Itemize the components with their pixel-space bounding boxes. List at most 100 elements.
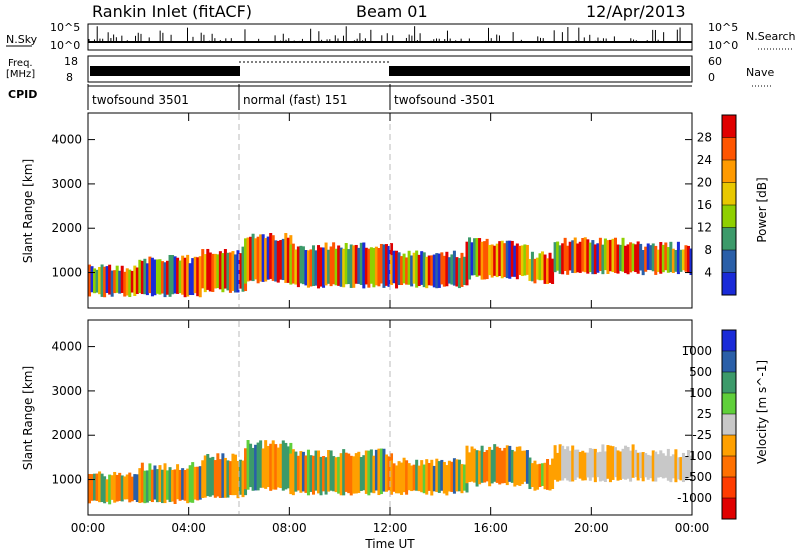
range-time-cell bbox=[339, 453, 343, 496]
range-time-cell bbox=[473, 238, 477, 276]
range-time-cell bbox=[425, 256, 429, 289]
range-time-cell bbox=[188, 263, 192, 295]
range-time-cell bbox=[294, 249, 298, 285]
range-time-cell bbox=[171, 469, 175, 502]
range-time-cell bbox=[317, 450, 321, 494]
range-time-cell bbox=[432, 465, 436, 492]
range-time-cell bbox=[299, 245, 303, 284]
freq-gap bbox=[240, 66, 389, 76]
range-time-cell bbox=[128, 472, 132, 503]
range-time-cell bbox=[503, 447, 507, 484]
range-time-cell bbox=[276, 240, 280, 283]
colorbar-swatch bbox=[722, 351, 736, 373]
range-time-cell bbox=[593, 448, 597, 483]
range-time-cell bbox=[513, 451, 517, 487]
range-time-cell bbox=[181, 255, 185, 295]
colorbar-swatch bbox=[722, 414, 736, 436]
range-time-cell bbox=[218, 459, 222, 498]
range-time-cell bbox=[105, 479, 109, 502]
range-time-cell bbox=[546, 258, 550, 284]
x-tick-label: 12:00 bbox=[373, 521, 408, 535]
range-time-cell bbox=[327, 249, 331, 284]
range-time-cell bbox=[465, 445, 469, 484]
range-time-cell bbox=[191, 258, 195, 296]
range-time-cell bbox=[319, 247, 323, 287]
range-time-cell bbox=[294, 451, 298, 492]
colorbar-tick-label: 16 bbox=[697, 198, 712, 212]
cpid-segment-label: twofsound -3501 bbox=[394, 93, 495, 107]
range-time-cell bbox=[241, 246, 245, 292]
nave-label: Nave bbox=[746, 66, 774, 79]
range-time-cell bbox=[508, 240, 512, 279]
range-time-cell bbox=[561, 243, 565, 275]
range-time-cell bbox=[364, 450, 368, 494]
velocity-ylabel: Slant Range [km] bbox=[21, 366, 35, 470]
range-time-cell bbox=[407, 250, 411, 285]
range-time-cell bbox=[666, 448, 670, 481]
range-time-cell bbox=[395, 465, 399, 494]
range-time-cell bbox=[684, 245, 688, 272]
range-time-cell bbox=[402, 253, 406, 284]
range-time-cell bbox=[626, 244, 630, 275]
range-time-cell bbox=[674, 449, 678, 483]
range-time-cell bbox=[530, 463, 534, 488]
range-time-cell bbox=[664, 455, 668, 478]
range-time-cell bbox=[621, 237, 625, 272]
noise-left-label: N.Sky bbox=[6, 33, 38, 46]
range-time-cell bbox=[337, 245, 341, 286]
range-time-cell bbox=[228, 461, 232, 496]
colorbar-swatch bbox=[722, 498, 736, 520]
range-time-cell bbox=[140, 462, 144, 503]
range-time-cell bbox=[123, 476, 127, 500]
range-time-cell bbox=[374, 449, 378, 491]
time-axis-label: Time UT bbox=[364, 537, 415, 551]
range-time-cell bbox=[324, 242, 328, 286]
range-time-cell bbox=[457, 258, 461, 289]
colorbar-tick-label: 100 bbox=[689, 386, 712, 400]
range-time-cell bbox=[671, 248, 675, 274]
y-tick-label: 3000 bbox=[51, 177, 82, 191]
power-panel: 1000 2000 3000 4000 Slant Range [km] bbox=[21, 112, 693, 309]
range-time-cell bbox=[261, 234, 265, 282]
range-time-cell bbox=[178, 469, 182, 501]
range-time-cell bbox=[352, 245, 356, 288]
range-time-cell bbox=[103, 266, 107, 298]
range-time-cell bbox=[654, 245, 658, 275]
range-time-cell bbox=[410, 465, 414, 492]
range-time-cell bbox=[339, 247, 343, 287]
range-time-cell bbox=[231, 453, 235, 496]
range-time-cell bbox=[671, 454, 675, 479]
range-time-cell bbox=[598, 237, 602, 272]
range-time-cell bbox=[530, 251, 534, 282]
range-time-cell bbox=[432, 254, 436, 288]
range-time-cell bbox=[208, 457, 212, 497]
range-time-cell bbox=[236, 250, 240, 293]
range-time-cell bbox=[576, 449, 580, 478]
range-time-cell bbox=[279, 240, 283, 280]
range-time-cell bbox=[317, 245, 321, 289]
range-time-cell bbox=[659, 450, 663, 478]
range-time-cell bbox=[581, 450, 585, 481]
range-time-cell bbox=[465, 241, 469, 277]
range-time-cell bbox=[606, 240, 610, 274]
range-time-cell bbox=[513, 245, 517, 277]
range-time-cell bbox=[95, 269, 99, 293]
range-time-cell bbox=[173, 256, 177, 294]
range-time-cell bbox=[525, 244, 529, 275]
range-time-cell bbox=[218, 251, 222, 290]
range-time-cell bbox=[573, 449, 577, 480]
colorbar-swatch bbox=[722, 205, 736, 228]
range-time-cell bbox=[289, 453, 293, 495]
range-time-cell bbox=[379, 448, 383, 495]
range-time-cell bbox=[473, 448, 477, 483]
range-time-cell bbox=[493, 444, 497, 482]
range-time-cell bbox=[646, 243, 650, 270]
freq-tick-bottom: 8 bbox=[66, 71, 73, 84]
noise-left-tick-top: 10^5 bbox=[50, 21, 80, 34]
range-time-cell bbox=[206, 248, 210, 290]
y-tick-label: 1000 bbox=[51, 473, 82, 487]
range-time-cell bbox=[246, 440, 250, 490]
velocity-colorbar-label: Velocity [m s^-1] bbox=[755, 360, 769, 464]
range-time-cell bbox=[223, 249, 227, 289]
range-time-cell bbox=[581, 237, 585, 272]
